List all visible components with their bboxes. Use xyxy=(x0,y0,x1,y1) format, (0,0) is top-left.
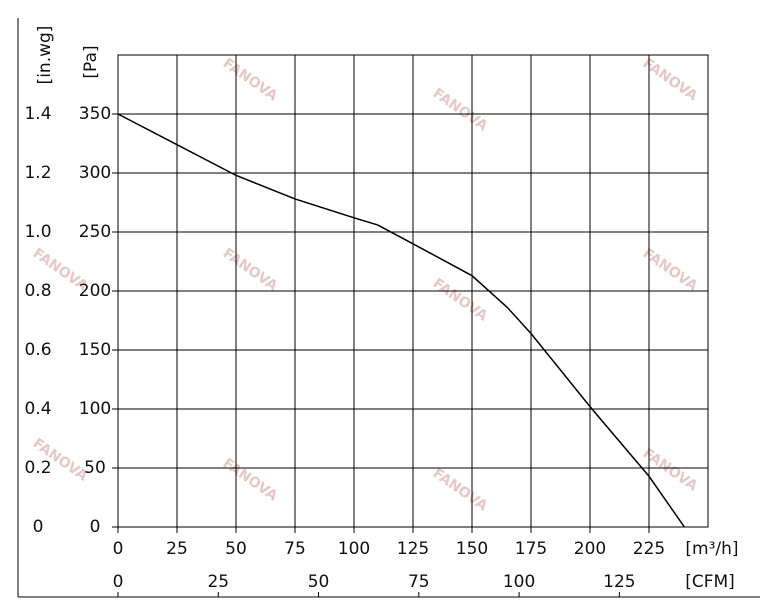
x2-tick-label: 25 xyxy=(207,572,229,592)
y-tick-label: 300 xyxy=(79,163,111,183)
x2-tick-label: 75 xyxy=(408,572,430,592)
x-tick-label: 175 xyxy=(515,539,547,559)
x-tick-label: 0 xyxy=(113,539,124,559)
x-tick-label: 75 xyxy=(284,539,306,559)
y-tick-label: 100 xyxy=(79,399,111,419)
watermark: FANOVA xyxy=(430,275,491,324)
y2-tick-label: 1.0 xyxy=(24,222,51,242)
y-tick-label: 200 xyxy=(79,281,111,301)
y2-tick-label: 0.2 xyxy=(24,458,51,478)
x-tick-label: 50 xyxy=(225,539,247,559)
x-tick-label: 200 xyxy=(574,539,606,559)
y-tick-label: 0 xyxy=(90,517,101,537)
x-tick-label: 125 xyxy=(397,539,429,559)
watermark: FANOVA xyxy=(220,245,281,294)
y-tick-label: 250 xyxy=(79,222,111,242)
x2-tick-label: 125 xyxy=(603,572,635,592)
watermark: FANOVA xyxy=(430,465,491,514)
y2-tick-label: 0.6 xyxy=(24,340,51,360)
x2-axis-label: [CFM] xyxy=(685,572,735,592)
y2-tick-label: 0.8 xyxy=(24,281,51,301)
y2-axis-label: [in.wg] xyxy=(35,26,55,85)
x-axis-label: [m³/h] xyxy=(685,539,738,559)
x-tick-label: 100 xyxy=(338,539,370,559)
x-tick-label: 25 xyxy=(166,539,188,559)
x-tick-label: 225 xyxy=(633,539,665,559)
watermark: FANOVA xyxy=(430,85,491,134)
x2-tick-label: 100 xyxy=(503,572,535,592)
x2-tick-label: 0 xyxy=(113,572,124,592)
watermark: FANOVA xyxy=(220,55,281,104)
y-axis-label: [Pa] xyxy=(81,45,101,78)
x2-tick-label: 50 xyxy=(308,572,330,592)
watermark: FANOVA xyxy=(220,455,281,504)
y-tick-label: 50 xyxy=(84,458,106,478)
y2-tick-label: 1.2 xyxy=(24,163,51,183)
y2-tick-label: 1.4 xyxy=(24,104,51,124)
y-tick-label: 150 xyxy=(79,340,111,360)
y-tick-label: 350 xyxy=(79,104,111,124)
y2-tick-label: 0.4 xyxy=(24,399,51,419)
x-tick-label: 150 xyxy=(456,539,488,559)
curve xyxy=(117,113,686,528)
y2-tick-label: 0 xyxy=(33,517,44,537)
